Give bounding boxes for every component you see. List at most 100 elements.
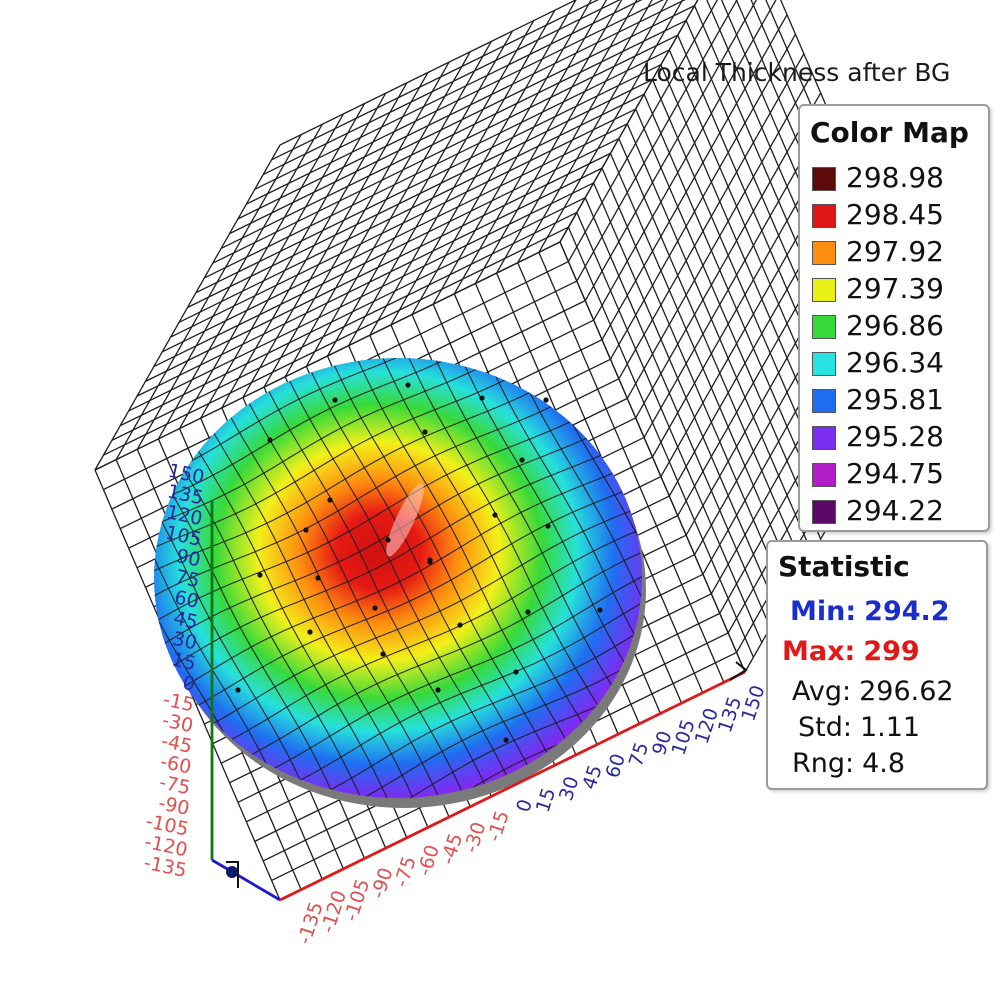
measurement-point <box>380 651 386 657</box>
color-map-value: 297.39 <box>846 272 944 305</box>
mesh-line <box>154 416 642 705</box>
stat-avg-value: 296.62 <box>859 676 954 707</box>
measurement-point <box>427 559 433 565</box>
color-swatch <box>812 167 836 191</box>
y-tick-label: 60 <box>172 586 200 613</box>
color-swatch <box>812 426 836 450</box>
color-swatch <box>812 204 836 228</box>
stat-std-value: 1.11 <box>859 712 921 743</box>
measurement-point <box>597 607 603 613</box>
z-axis-indicator <box>226 661 748 888</box>
measurement-point <box>457 622 463 628</box>
color-swatch <box>812 500 836 524</box>
stat-rng-label: Rng: <box>792 748 855 779</box>
mesh-line <box>154 496 642 780</box>
mesh-line <box>154 403 346 798</box>
mesh-line <box>450 358 642 753</box>
mesh-line <box>273 358 565 798</box>
measurement-point <box>519 457 525 463</box>
y-tick-label: 90 <box>174 545 202 572</box>
mesh-line <box>154 358 589 543</box>
measurement-point <box>235 687 241 693</box>
stat-std-label: Std: <box>798 712 852 743</box>
x-axis-line <box>279 670 746 902</box>
x-tick-label: 15 <box>532 785 560 815</box>
x-tick-label: 45 <box>578 762 606 792</box>
statistic-title: Statistic <box>778 550 910 583</box>
mesh-line <box>154 457 642 743</box>
surface-peak-highlight <box>386 483 424 557</box>
y-tick-label: 15 <box>170 649 198 676</box>
color-map-value: 294.75 <box>846 457 944 490</box>
measurement-point <box>422 429 428 435</box>
mesh-line <box>154 375 642 666</box>
color-map-title: Color Map <box>810 116 969 149</box>
mesh-line <box>189 358 483 798</box>
color-map-entry: 298.98 <box>806 160 982 196</box>
chart-title: Local Thickness after BG <box>643 58 951 87</box>
color-map-entry: 294.75 <box>806 456 982 492</box>
color-swatch <box>812 241 836 265</box>
mesh-line <box>313 358 607 798</box>
color-swatch <box>812 315 836 339</box>
color-map-entry: 296.34 <box>806 345 982 381</box>
color-map-entry: 298.45 <box>806 197 982 233</box>
mesh-line <box>231 358 523 798</box>
stat-min-label: Min: <box>790 596 857 627</box>
y-tick-label: 75 <box>173 566 201 593</box>
mesh-line <box>210 358 503 798</box>
mesh-line <box>154 358 642 646</box>
y-tick-label: 30 <box>171 628 199 655</box>
mesh-line <box>154 358 599 563</box>
stat-max-value: 299 <box>863 636 920 667</box>
color-map-value: 296.86 <box>846 309 944 342</box>
x-tick-label: 30 <box>555 774 583 804</box>
measurement-point <box>503 737 509 743</box>
x-tick-label: 150 <box>737 683 769 724</box>
mesh-line <box>183 571 642 798</box>
axes <box>210 500 746 902</box>
measurement-point <box>257 572 263 578</box>
measurement-point <box>525 609 531 615</box>
measurement-point <box>543 397 549 403</box>
color-map-entry: 295.81 <box>806 382 982 418</box>
measurement-point <box>545 523 551 529</box>
origin-marker <box>226 866 238 878</box>
color-swatch <box>812 463 836 487</box>
x-tick-label: 75 <box>625 740 653 770</box>
color-swatch <box>812 278 836 302</box>
color-swatch <box>812 352 836 376</box>
color-map-value: 295.28 <box>846 420 944 453</box>
measurement-points <box>235 382 603 743</box>
color-map-value: 295.81 <box>846 383 944 416</box>
measurement-point <box>513 669 519 675</box>
measurement-point <box>405 382 411 388</box>
stat-std: Std: 1.11 <box>798 710 920 746</box>
color-map-entry: 295.28 <box>806 419 982 455</box>
measurement-point <box>267 437 273 443</box>
mesh-line <box>204 608 642 798</box>
measurement-point <box>435 687 441 693</box>
mesh-line <box>154 358 610 584</box>
mesh-line <box>252 358 544 798</box>
stat-rng-value: 4.8 <box>862 748 906 779</box>
mesh-line <box>410 358 642 773</box>
color-map-value: 298.45 <box>846 198 944 231</box>
stat-avg: Avg: 296.62 <box>792 674 954 710</box>
color-map-value: 296.34 <box>846 346 944 379</box>
x-axis-arrow-icon <box>729 661 748 681</box>
color-map-entry: 294.22 <box>806 493 982 529</box>
stat-max-label: Max: <box>782 636 856 667</box>
x-tick-label: -15 <box>483 808 514 844</box>
stat-min: Min: 294.2 <box>790 594 950 630</box>
y-tick-labels: -135-120-105-90-75-60-45-30-150153045607… <box>142 460 206 882</box>
measurement-point <box>372 605 378 611</box>
measurement-point <box>307 629 313 635</box>
measurement-point <box>492 512 498 518</box>
color-map-entry: 297.39 <box>806 271 982 307</box>
stat-min-value: 294.2 <box>864 596 950 627</box>
mesh-line <box>167 358 464 798</box>
measurement-point <box>479 395 485 401</box>
color-map-value: 297.92 <box>846 235 944 268</box>
